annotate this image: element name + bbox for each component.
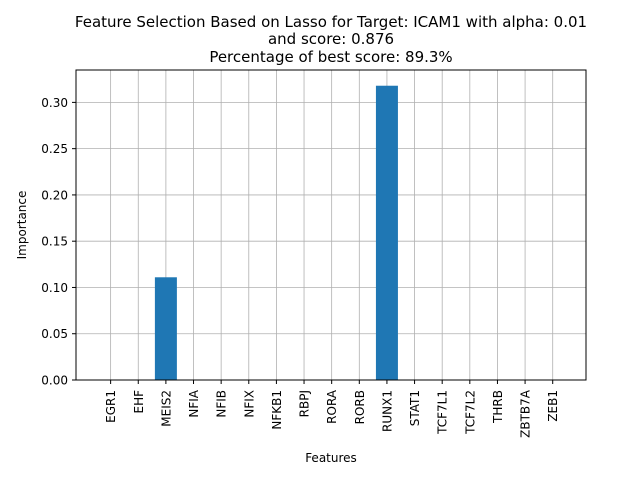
x-axis-label: Features — [305, 451, 357, 465]
y-tick-label: 0.00 — [41, 374, 68, 388]
x-tick-label: RUNX1 — [380, 390, 394, 432]
x-tick-label: THRB — [491, 390, 505, 424]
x-tick-label: NFKB1 — [270, 390, 284, 430]
y-tick-label: 0.05 — [41, 327, 68, 341]
x-tick-label: NFIX — [242, 390, 256, 418]
x-tick-label: STAT1 — [408, 390, 422, 426]
bar-meis2 — [154, 277, 177, 380]
x-tick-label: TCF7L2 — [463, 390, 477, 435]
x-tick-label: EGR1 — [104, 390, 118, 423]
x-tick-label: RORB — [353, 390, 367, 424]
y-tick-label: 0.15 — [41, 235, 68, 249]
y-tick-label: 0.30 — [41, 96, 68, 110]
y-tick-label: 0.20 — [41, 188, 68, 202]
y-axis-label: Importance — [15, 191, 29, 260]
y-axis-ticks: 0.00 0.05 0.10 0.15 0.20 0.25 0.30 — [41, 96, 76, 388]
x-tick-label: ZBTB7A — [519, 389, 533, 438]
title-line-3: Percentage of best score: 89.3% — [209, 48, 452, 66]
x-tick-label: NFIB — [215, 390, 229, 418]
x-tick-label: NFIA — [187, 389, 201, 417]
x-tick-label: TCF7L1 — [436, 390, 450, 435]
plot-frame — [75, 69, 587, 381]
y-tick-label: 0.25 — [41, 142, 68, 156]
x-tick-label: RORA — [325, 389, 339, 424]
chart-title: Feature Selection Based on Lasso for Tar… — [75, 13, 587, 66]
bars — [154, 85, 398, 380]
title-line-2: and score: 0.876 — [268, 30, 394, 48]
x-tick-label: ZEB1 — [546, 390, 560, 422]
bar-runx1 — [375, 85, 398, 380]
title-line-1: Feature Selection Based on Lasso for Tar… — [75, 13, 587, 31]
x-tick-label: RBPJ — [298, 390, 312, 417]
x-tick-label: EHF — [132, 390, 146, 414]
x-axis-ticks: EGR1 EHF MEIS2 NFIA NFIB NFIX NFKB1 RBPJ RORA ROR… — [104, 380, 560, 438]
y-tick-label: 0.10 — [41, 281, 68, 295]
x-tick-label: MEIS2 — [159, 390, 173, 427]
